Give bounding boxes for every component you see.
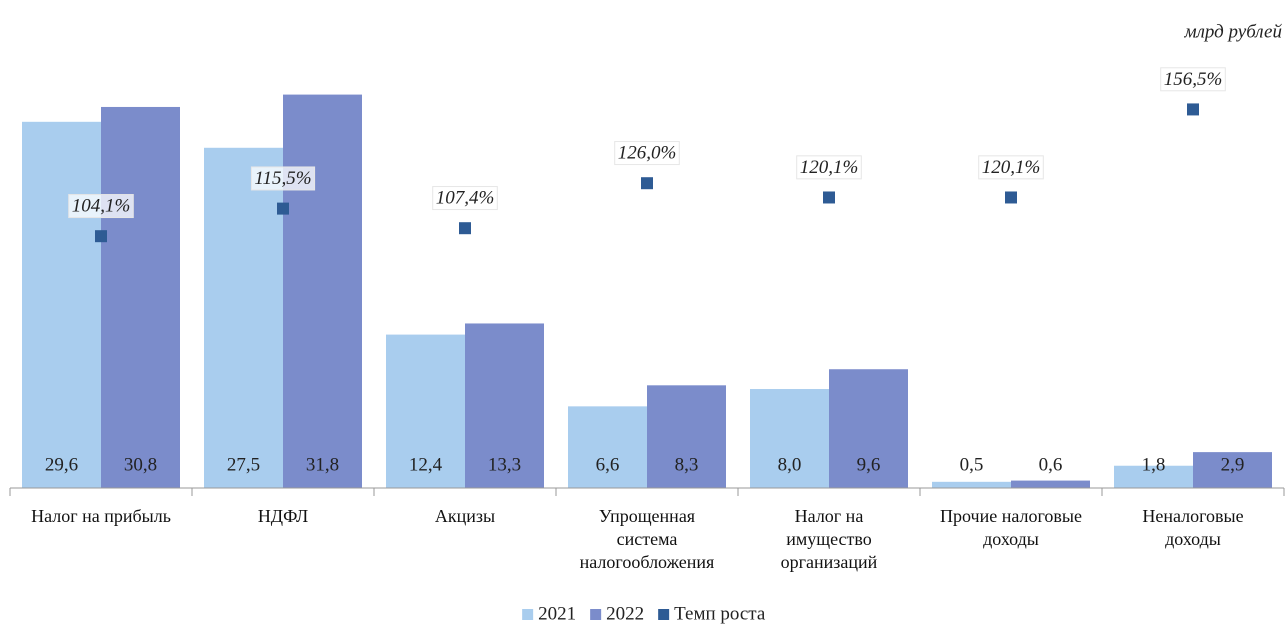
data-label: 6,6: [596, 454, 620, 475]
data-label-bg: [614, 141, 680, 166]
legend-label: Темп роста: [674, 603, 766, 624]
data-label: 115,5%: [254, 168, 311, 189]
data-label-bg: [68, 194, 134, 219]
marker: [823, 191, 835, 204]
data-label: 120,1%: [982, 157, 1041, 178]
data-label: 126,0%: [618, 143, 677, 164]
x-tick-label: Прочие налоговые доходы: [940, 506, 1082, 549]
bar: [829, 369, 908, 488]
x-tick-label: Неналоговые доходы: [1142, 506, 1244, 549]
data-label: 104,1%: [72, 196, 131, 217]
marker: [1005, 191, 1017, 204]
data-label-bg: [250, 166, 316, 191]
bar: [101, 106, 180, 489]
data-label: 8,0: [778, 454, 802, 475]
marker: [459, 222, 471, 235]
data-label: 0,6: [1039, 454, 1063, 475]
bar: [647, 385, 726, 488]
legend-swatch: [590, 609, 602, 620]
legend-label: 2021: [538, 603, 576, 624]
x-tick-label: Налог на прибыль: [31, 506, 171, 526]
bar: [932, 481, 1011, 488]
marker: [277, 202, 289, 215]
x-tick-label: Акцизы: [434, 506, 496, 526]
bar: [22, 121, 101, 488]
x-tick-label: Налог на имущество организаций: [780, 506, 878, 572]
bar: [386, 334, 465, 488]
legend-label: 2022: [606, 603, 644, 624]
data-label: 2,9: [1221, 454, 1245, 475]
x-tick-label: НДФЛ: [257, 506, 309, 526]
data-label: 13,3: [488, 454, 521, 475]
marker: [95, 230, 107, 243]
data-label-bg: [978, 155, 1044, 180]
marker: [1187, 103, 1199, 116]
data-label-bg: [1160, 67, 1226, 92]
data-label: 27,5: [227, 454, 260, 475]
bar: [1193, 452, 1272, 488]
data-label: 120,1%: [800, 157, 859, 178]
unit-annotation: млрд рублей: [1184, 21, 1283, 42]
x-tick-label: Упрощенная система налогообложения: [579, 506, 715, 572]
data-label: 12,4: [409, 454, 443, 475]
data-label: 1,8: [1142, 454, 1166, 475]
bar: [1011, 480, 1090, 488]
bar: [465, 323, 544, 488]
legend-swatch: [522, 609, 534, 620]
bar: [204, 147, 283, 489]
data-label: 9,6: [857, 454, 881, 475]
bar: [283, 94, 362, 489]
data-label: 31,8: [306, 454, 339, 475]
data-label-bg: [796, 155, 862, 180]
bar: [568, 406, 647, 488]
data-label: 29,6: [45, 454, 78, 475]
data-label: 156,5%: [1164, 69, 1223, 90]
data-label: 30,8: [124, 454, 157, 475]
data-label: 0,5: [960, 454, 984, 475]
bar: [750, 389, 829, 488]
marker: [641, 177, 653, 190]
data-label-bg: [432, 186, 498, 211]
data-label: 107,4%: [436, 188, 495, 209]
bar: [1114, 465, 1193, 488]
legend-swatch: [658, 609, 670, 620]
data-label: 8,3: [675, 454, 699, 475]
